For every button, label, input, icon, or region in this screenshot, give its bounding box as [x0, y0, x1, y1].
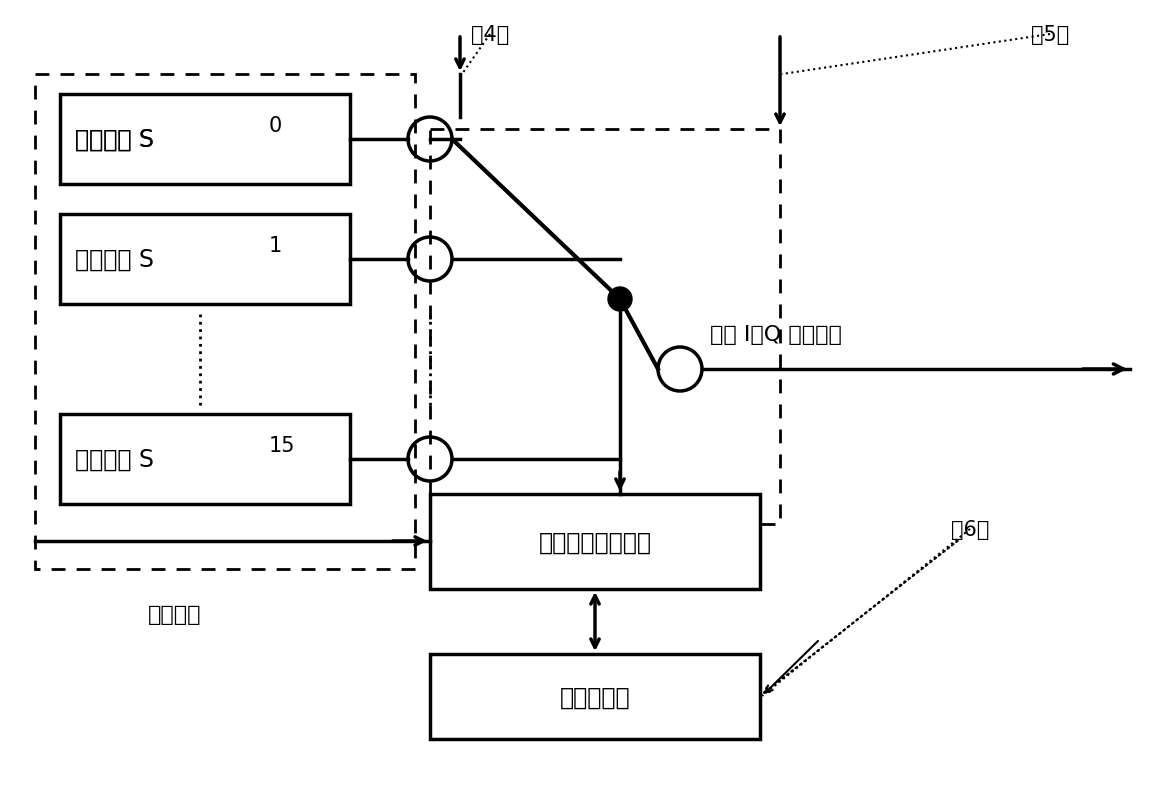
Text: 基带波形 S: 基带波形 S — [75, 128, 154, 152]
Bar — [35, 75, 415, 569]
Text: 基带 I、Q 信号输出: 基带 I、Q 信号输出 — [709, 325, 842, 345]
Text: 开关控制逻辑单元: 开关控制逻辑单元 — [538, 530, 651, 554]
Text: 数据输入: 数据输入 — [148, 604, 202, 624]
Text: 基带波形 S: 基带波形 S — [75, 128, 154, 152]
Bar — [61, 95, 350, 184]
Bar — [430, 494, 760, 589]
Text: 基带波形 S: 基带波形 S — [75, 448, 154, 472]
Bar — [61, 415, 350, 504]
Bar — [430, 130, 781, 525]
Text: 基带波形 S: 基带波形 S — [75, 248, 154, 272]
Bar — [61, 215, 350, 305]
Text: 1: 1 — [269, 236, 282, 256]
Bar — [430, 654, 760, 739]
Circle shape — [608, 288, 631, 312]
Text: 15: 15 — [269, 435, 295, 456]
Text: 状态存储器: 状态存储器 — [559, 685, 630, 709]
Text: （4）: （4） — [471, 25, 509, 45]
Text: 0: 0 — [269, 115, 282, 136]
Text: （5）: （5） — [1031, 25, 1069, 45]
Text: （6）: （6） — [951, 520, 989, 539]
